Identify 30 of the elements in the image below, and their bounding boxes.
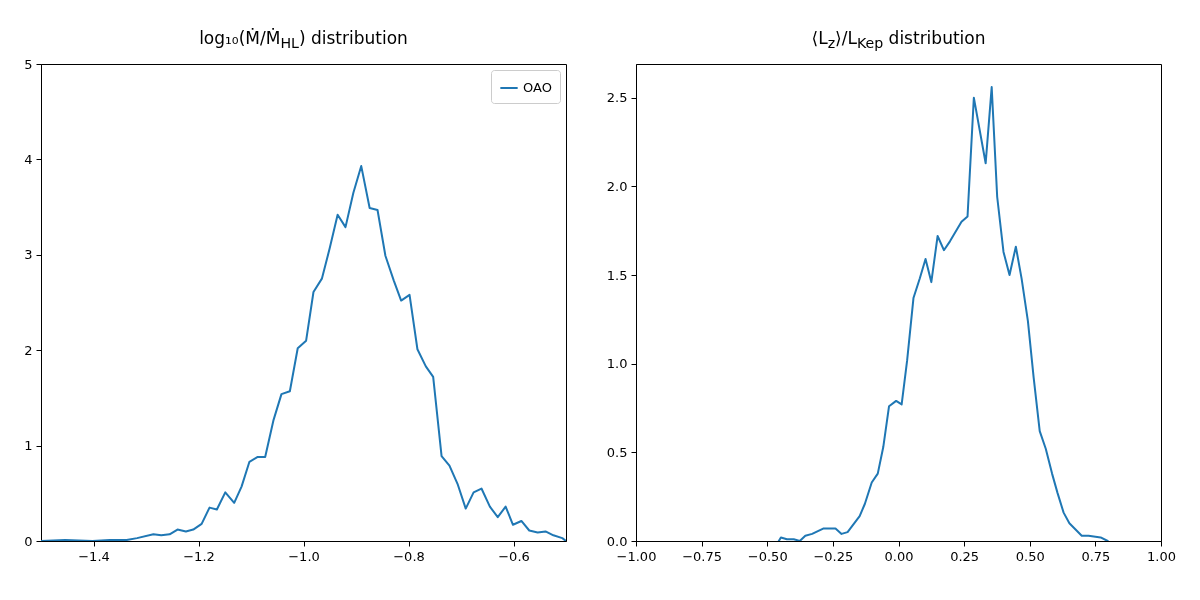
chart-title: log₁₀(Ṁ/Ṁ$_{HL}$) distribution <box>198 28 409 52</box>
y-tick-label: 1.0 <box>606 356 628 372</box>
line-series <box>777 86 1109 541</box>
y-tick-label: 2 <box>24 342 33 358</box>
x-tick-label: −0.25 <box>813 548 854 564</box>
y-tick-label: 0.0 <box>606 533 628 549</box>
chart-title: ⟨L$_{z}$⟩/L$_{Kep}$ distribution <box>810 28 987 52</box>
y-tick-label: 2.0 <box>606 178 628 194</box>
y-tick-label: 5 <box>24 56 33 72</box>
x-tick-label: 0.50 <box>1015 548 1045 564</box>
x-tick-label: −1.00 <box>616 548 657 564</box>
x-tick-label: −1.4 <box>78 548 110 564</box>
x-tick-label: −1.0 <box>288 548 320 564</box>
y-tick-label: 1 <box>24 438 33 454</box>
y-tick-label: 0 <box>24 533 33 549</box>
x-tick-label: 0.75 <box>1081 548 1111 564</box>
x-tick-label: 0.25 <box>950 548 980 564</box>
x-tick-label: 1.00 <box>1147 548 1176 564</box>
y-tick-label: 0.5 <box>606 444 628 460</box>
y-tick-label: 3 <box>24 247 33 263</box>
x-tick-label: −0.8 <box>393 548 425 564</box>
y-tick-label: 1.5 <box>606 267 628 283</box>
x-tick-label: −0.75 <box>682 548 723 564</box>
y-tick-label: 2.5 <box>606 90 628 106</box>
x-tick-label: 0.00 <box>884 548 914 564</box>
legend-label: OAO <box>523 80 552 95</box>
y-tick-label: 4 <box>24 151 33 167</box>
x-tick-label: −0.50 <box>747 548 788 564</box>
x-tick-label: −1.2 <box>183 548 215 564</box>
x-tick-label: −0.6 <box>498 548 530 564</box>
